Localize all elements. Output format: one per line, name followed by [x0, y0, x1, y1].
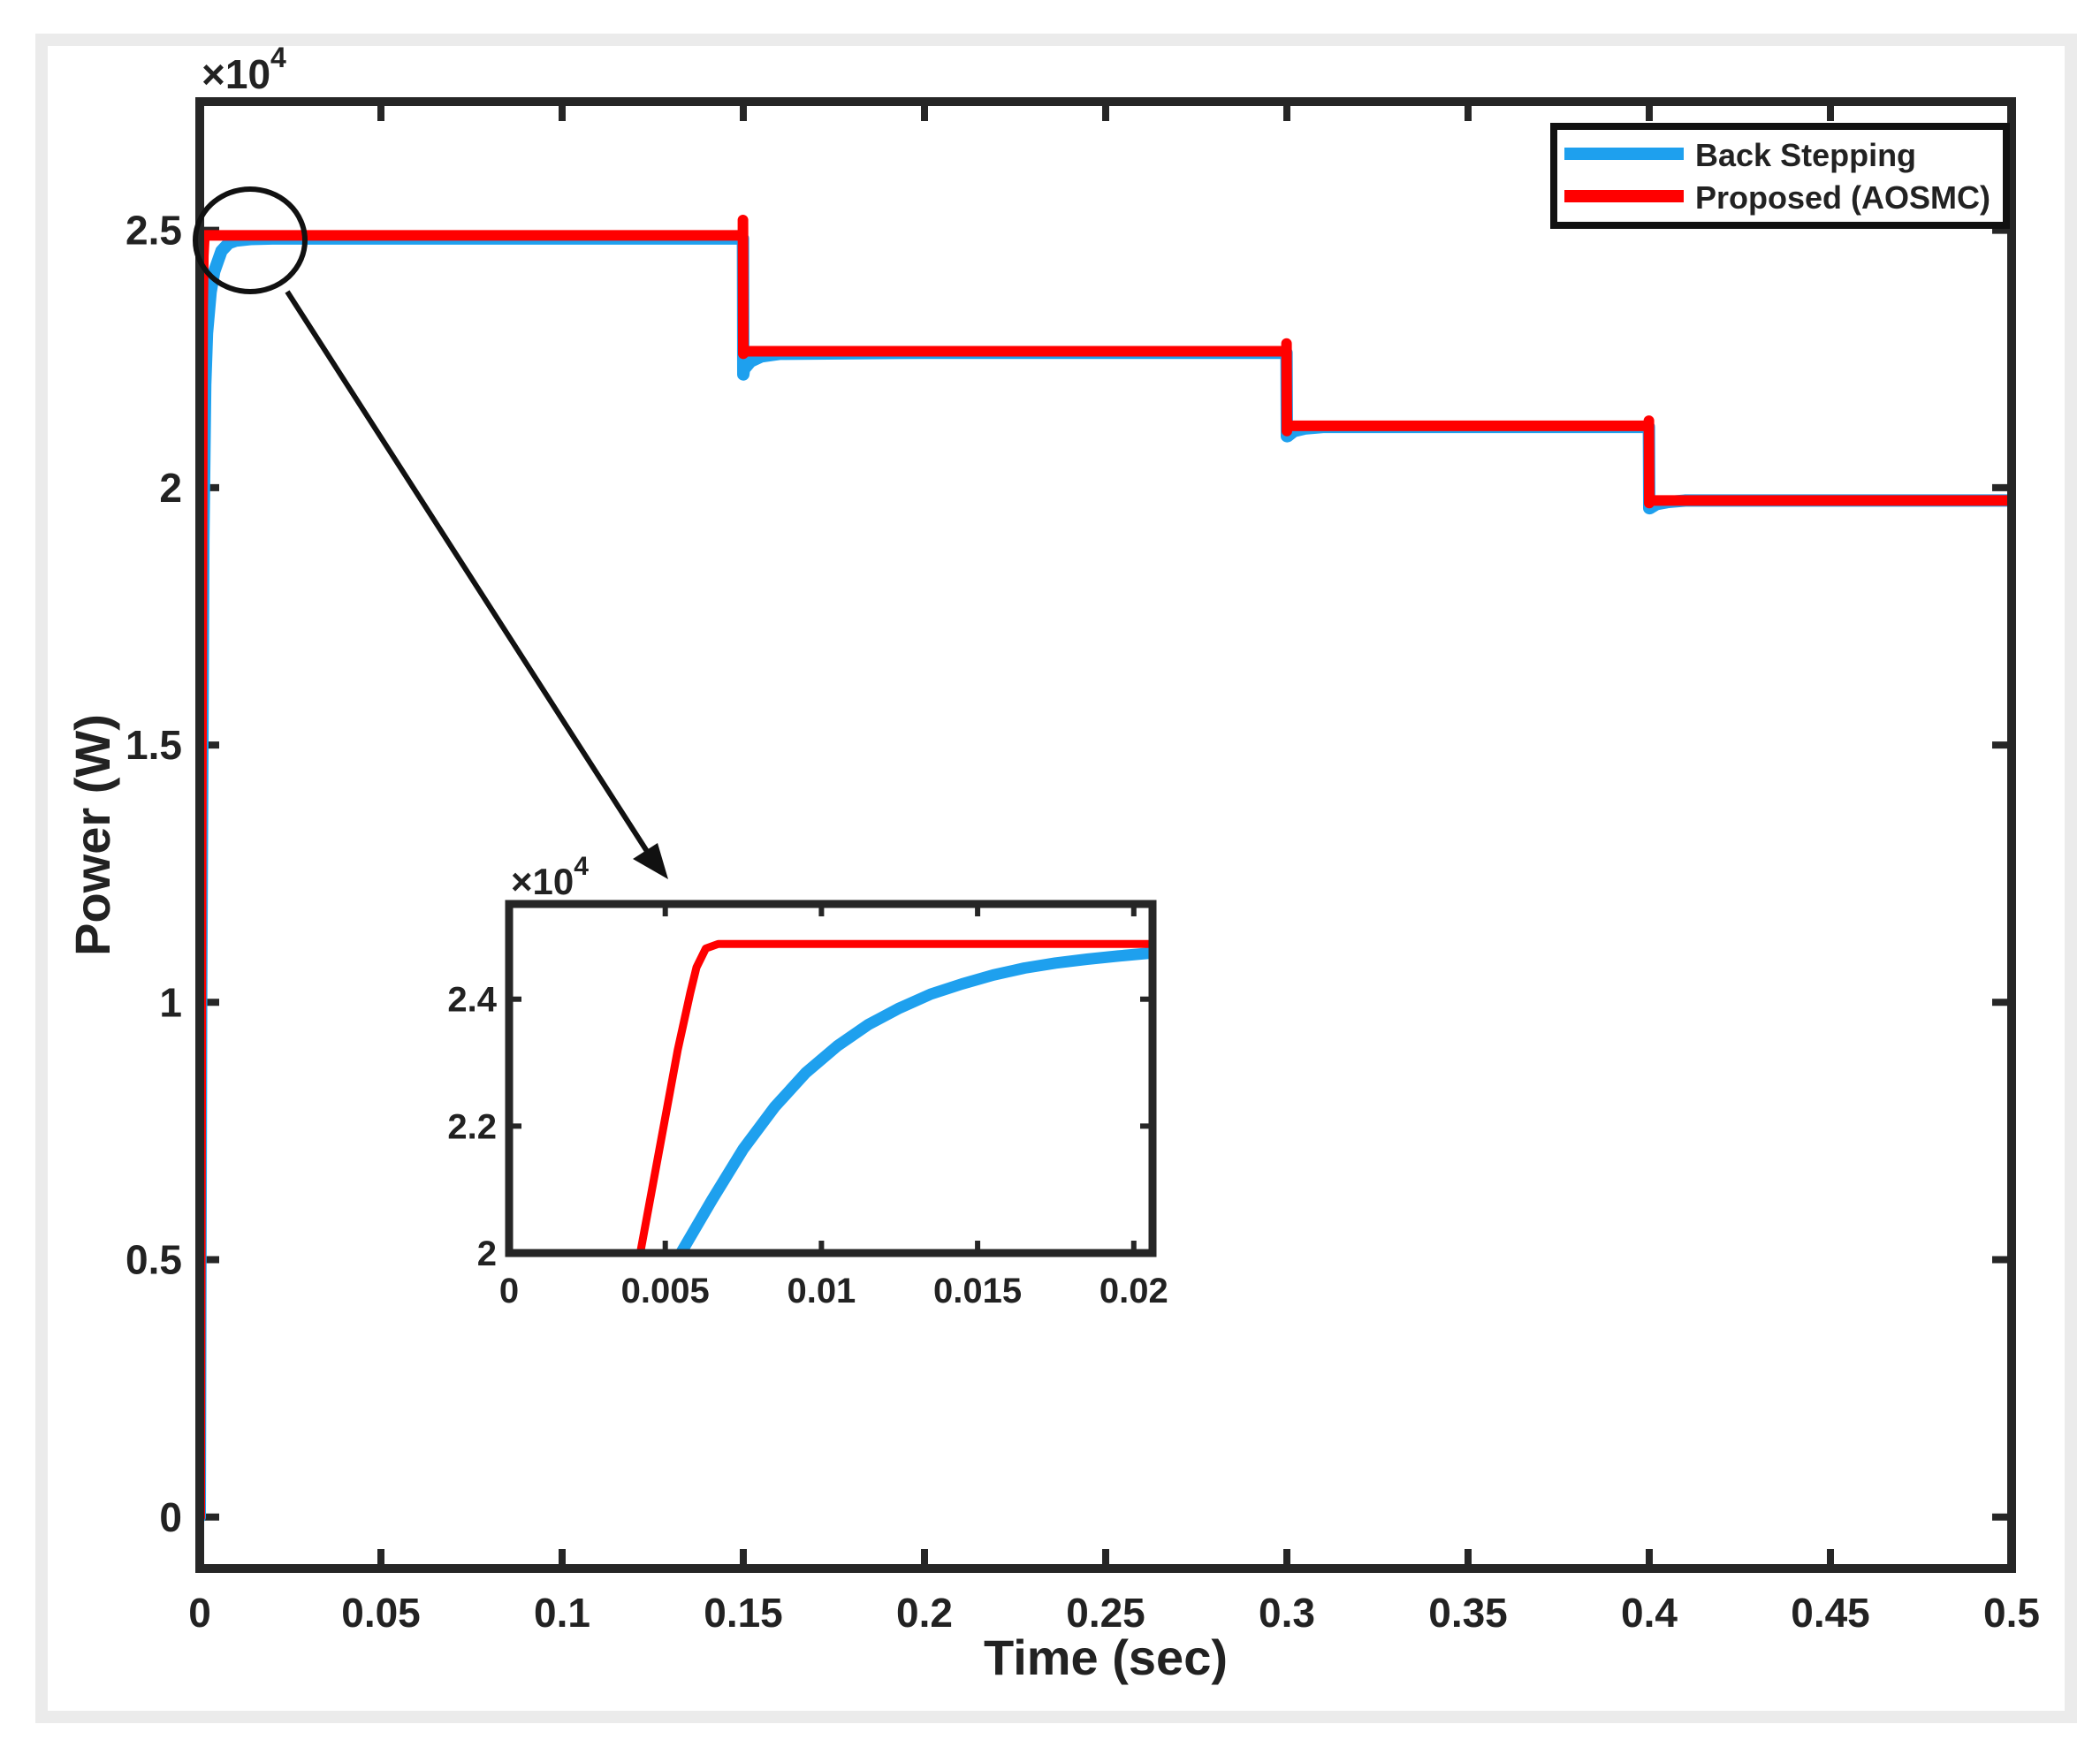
main-y-tick-label: 0	[159, 1494, 182, 1540]
main-plot-area	[200, 102, 2012, 1569]
inset-exponent-label: ×104	[511, 852, 589, 902]
main-x-tick-label: 0.35	[1428, 1590, 1508, 1636]
zoom-arrow-line	[285, 290, 652, 857]
main-exponent-label: ×104	[202, 42, 286, 97]
main-x-tick-label: 0.5	[1983, 1590, 2040, 1636]
legend: Back Stepping Proposed (AOSMC)	[1550, 123, 2010, 229]
main-y-tick-label: 1	[159, 979, 182, 1025]
main-exponent-power: 4	[270, 42, 286, 73]
zoom-annotation	[193, 186, 668, 879]
main-y-tick-label: 2	[159, 465, 182, 511]
main-series-proposed-line	[200, 215, 2012, 1523]
main-x-tick-label: 0.05	[341, 1590, 421, 1636]
inset-x-tick-label: 0.02	[1099, 1272, 1168, 1310]
main-y-tick-label: 2.5	[126, 208, 182, 254]
x-axis-label: Time (sec)	[984, 1629, 1228, 1685]
legend-box	[1550, 123, 2010, 229]
inset-axes: 0 0.005 0.01 0.015 0.02 2 2.2 2.4 ×104	[447, 852, 1168, 1310]
inset-series	[635, 939, 1153, 1253]
inset-plot-area	[509, 904, 1153, 1253]
inset-series-back-stepping-line	[674, 946, 1153, 1253]
inset-x-tick-label: 0.005	[621, 1272, 710, 1310]
zoom-arrow-head	[633, 843, 668, 879]
inset-y-tick-label: 2.4	[447, 981, 497, 1020]
zoom-circle	[193, 186, 308, 294]
inset-y-tick-label: 2	[477, 1234, 497, 1273]
inset-x-tick-label: 0	[499, 1272, 519, 1310]
main-axes-box	[195, 97, 2016, 1573]
main-series	[200, 215, 2012, 1523]
main-x-tick-label: 0.25	[1066, 1590, 1145, 1636]
inset-x-tick-label: 0.015	[933, 1272, 1022, 1310]
main-y-tick-label: 1.5	[126, 722, 182, 768]
inset-exponent-power: 4	[574, 852, 589, 881]
main-exponent-base: ×10	[202, 51, 270, 97]
main-x-tick-label: 0.4	[1621, 1590, 1678, 1636]
inset-series-proposed-line	[635, 939, 1153, 1253]
main-x-tick-label: 0.2	[896, 1590, 953, 1636]
legend-label-proposed: Proposed (AOSMC)	[1695, 179, 1990, 216]
main-x-tick-label: 0.15	[704, 1590, 783, 1636]
main-x-tick-label: 0.45	[1791, 1590, 1870, 1636]
main-x-tick-label: 0.3	[1259, 1590, 1315, 1636]
main-y-tick-label: 0.5	[126, 1237, 182, 1283]
inset-exponent-base: ×10	[511, 861, 574, 902]
inset-x-tick-label: 0.01	[787, 1272, 856, 1310]
legend-label-back-stepping: Back Stepping	[1695, 137, 1916, 173]
inset-y-tick-label: 2.2	[447, 1107, 497, 1146]
main-axes: 0 0.05 0.1 0.15 0.2 0.25 0.3 0.35 0.4 0.45 0.5 0 0.5…	[65, 42, 2040, 1685]
y-axis-label: Power (W)	[65, 714, 120, 956]
main-x-tick-label: 0.1	[534, 1590, 590, 1636]
inset-axes-box	[505, 900, 1157, 1257]
main-x-tick-label: 0	[188, 1590, 211, 1636]
